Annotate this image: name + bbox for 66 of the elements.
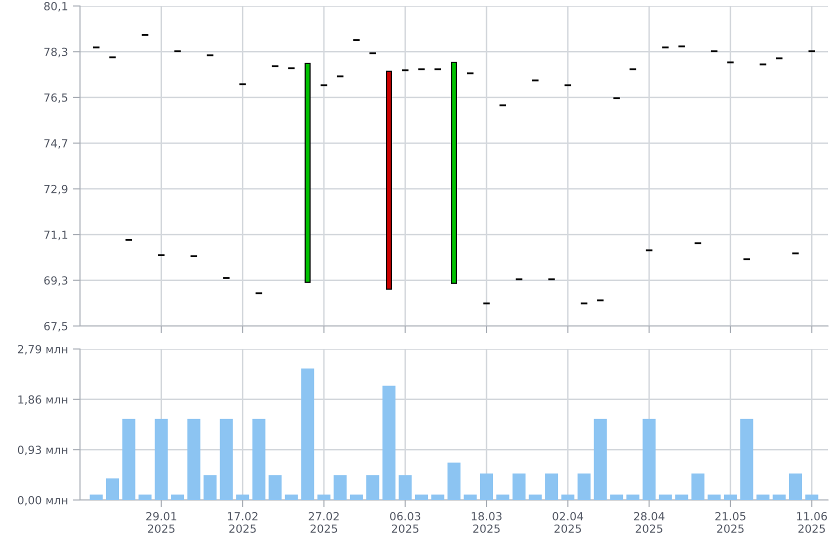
bar (788, 473, 802, 500)
bar (90, 494, 103, 500)
x-tick-label: 11.06 2025 (797, 512, 827, 533)
y-tick-label: 1,86 млн (18, 395, 68, 405)
bar (691, 473, 704, 500)
bar (366, 475, 380, 500)
x-tick-label: 28.04 2025 (634, 512, 664, 533)
bar (545, 473, 558, 500)
y-tick-label: 76,5 (44, 93, 68, 103)
y-tick-label: 2,79 млн (18, 344, 68, 355)
bar (204, 475, 217, 500)
bar (561, 494, 574, 500)
bar (675, 494, 688, 500)
bar (317, 494, 330, 500)
bar (431, 494, 444, 500)
y-tick-label: 71,1 (44, 230, 68, 240)
bar (805, 494, 818, 500)
y-tick-label: 69,3 (44, 276, 68, 286)
x-tick-label: 21.05 2025 (715, 512, 746, 533)
bar (301, 368, 314, 500)
bar (268, 475, 282, 500)
bar (334, 475, 347, 500)
bar (154, 418, 168, 500)
bar (594, 418, 607, 500)
x-tick-label: 29.01 2025 (146, 512, 176, 533)
bar (382, 386, 396, 500)
bar (578, 473, 591, 500)
bar (464, 494, 477, 500)
bar (122, 418, 136, 500)
bar (708, 494, 721, 500)
bar (480, 473, 494, 500)
bar (447, 462, 461, 500)
bar (220, 418, 233, 500)
bar (740, 418, 754, 500)
bar (171, 494, 184, 500)
x-tick-label: 02.04 2025 (552, 512, 584, 533)
bar (756, 494, 770, 500)
y-tick-label: 67,5 (44, 322, 68, 332)
y-tick-label: 0,00 млн (18, 496, 68, 506)
bar (528, 494, 542, 500)
bar (236, 494, 250, 500)
x-tick-label: 17.02 2025 (228, 512, 258, 533)
x-tick-label: 18.03 2025 (472, 512, 502, 533)
y-tick-label: 0,93 млн (18, 446, 68, 456)
bar (724, 494, 737, 500)
bar (350, 494, 363, 500)
y-tick-label: 80,1 (44, 2, 68, 12)
bar (284, 494, 298, 500)
bar (252, 418, 266, 500)
bar (658, 494, 672, 500)
bar (138, 494, 152, 500)
bar (772, 494, 786, 500)
bar (414, 494, 428, 500)
y-tick-label: 78,3 (44, 48, 68, 58)
bar (626, 494, 640, 500)
bar (610, 494, 624, 500)
bar (187, 418, 200, 500)
y-tick-label: 74,7 (44, 139, 68, 149)
bar (496, 494, 510, 500)
bar (106, 478, 120, 500)
y-tick-label: 72,9 (44, 184, 68, 194)
bar (512, 473, 526, 500)
x-tick-label: 27.02 2025 (308, 512, 339, 533)
x-tick-label: 06.03 2025 (390, 512, 420, 533)
bar (398, 475, 412, 500)
bar (642, 418, 656, 500)
